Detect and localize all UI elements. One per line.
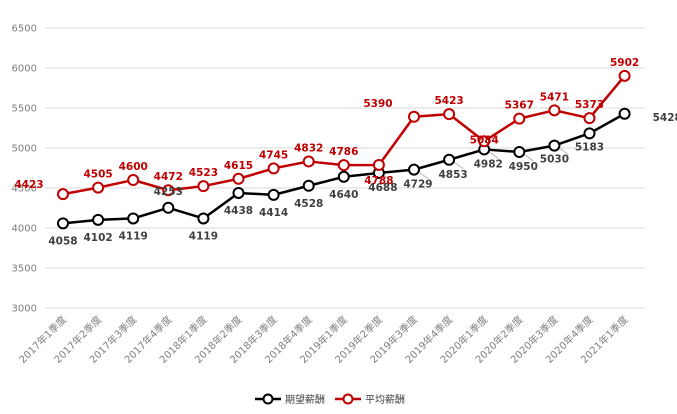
data-label-average-2: 4505 <box>83 169 112 181</box>
data-label-leader-expected-14 <box>525 154 534 162</box>
data-label-leader-expected-10 <box>384 175 394 183</box>
legend-label-expected: 期望薪酬 <box>285 393 325 406</box>
data-label-average-7: 4745 <box>259 149 288 161</box>
point-expected-14 <box>513 146 526 158</box>
data-label-expected-14: 4950 <box>509 161 538 173</box>
data-label-expected-7: 4414 <box>259 207 288 219</box>
data-label-leader-expected-15 <box>560 148 569 155</box>
point-average-3 <box>127 174 140 186</box>
y-tick-label-3000: 3000 <box>12 304 37 315</box>
data-label-average-3: 4600 <box>119 161 148 173</box>
point-expected-5 <box>197 212 210 225</box>
point-average-1 <box>57 188 69 201</box>
point-average-2 <box>92 181 105 194</box>
point-expected-11 <box>408 163 420 176</box>
point-average-16 <box>583 112 596 125</box>
data-label-expected-4: 4253 <box>154 186 183 198</box>
data-label-average-10: 4788 <box>364 175 393 187</box>
y-tick-label-3500: 3500 <box>12 264 37 275</box>
data-label-average-5: 4523 <box>189 167 218 179</box>
data-label-average-17: 5902 <box>610 57 639 69</box>
legend-label-average: 平均薪酬 <box>365 394 405 406</box>
data-label-expected-5: 4119 <box>189 230 218 242</box>
data-label-expected-6: 4438 <box>224 205 253 217</box>
point-average-5 <box>197 180 210 193</box>
point-expected-4 <box>162 201 175 214</box>
data-label-leader-expected-11 <box>419 172 429 179</box>
point-expected-2 <box>92 213 105 226</box>
data-label-expected-10: 4688 <box>368 182 397 194</box>
data-label-average-15: 5471 <box>540 91 569 103</box>
y-tick-label-6000: 6000 <box>12 64 37 75</box>
y-tick-label-5000: 5000 <box>12 144 37 155</box>
data-label-expected-15: 5030 <box>540 154 569 166</box>
legend-marker-average <box>342 393 354 405</box>
data-label-average-6: 4615 <box>224 160 253 172</box>
point-expected-6 <box>232 186 245 199</box>
data-label-expected-3: 4119 <box>119 230 148 242</box>
data-label-average-13: 5084 <box>470 134 499 146</box>
y-tick-label-5500: 5500 <box>12 104 37 115</box>
data-label-expected-17: 5428 <box>653 112 677 124</box>
data-label-average-9: 4786 <box>329 146 358 158</box>
point-expected-12 <box>443 153 456 166</box>
data-label-expected-11: 4729 <box>403 179 432 191</box>
data-label-expected-1: 4058 <box>48 235 77 247</box>
data-label-average-12: 5423 <box>434 95 463 107</box>
point-expected-17 <box>618 107 631 120</box>
point-average-17 <box>618 69 631 82</box>
point-average-13 <box>478 135 491 148</box>
point-expected-1 <box>57 217 69 230</box>
legend-marker-expected <box>262 393 274 405</box>
data-label-leader-expected-13 <box>489 152 499 159</box>
point-average-4 <box>162 184 175 197</box>
point-average-7 <box>267 162 280 175</box>
point-average-8 <box>302 155 315 168</box>
data-label-leader-expected-12 <box>454 162 464 170</box>
point-expected-9 <box>337 170 350 183</box>
data-label-average-1: 4423 <box>14 179 43 191</box>
data-label-average-16: 5373 <box>575 99 604 111</box>
point-expected-15 <box>548 139 561 152</box>
data-label-expected-9: 4640 <box>329 189 358 201</box>
point-expected-7 <box>267 188 280 201</box>
point-average-12 <box>443 108 456 121</box>
data-label-expected-12: 4853 <box>438 169 467 181</box>
data-label-average-4: 4472 <box>154 171 183 183</box>
point-average-14 <box>513 112 526 125</box>
y-tick-label-4000: 4000 <box>12 224 37 235</box>
data-label-average-8: 4832 <box>294 142 323 154</box>
point-average-10 <box>372 158 385 171</box>
data-label-expected-16: 5183 <box>575 141 604 153</box>
point-average-15 <box>548 104 561 117</box>
y-tick-label-4500: 4500 <box>12 184 37 195</box>
point-expected-3 <box>127 212 140 225</box>
data-label-expected-8: 4528 <box>294 198 323 210</box>
point-average-11 <box>408 110 420 123</box>
point-average-9 <box>337 159 350 172</box>
point-average-6 <box>232 172 245 185</box>
data-label-average-11: 5390 <box>363 98 392 110</box>
data-label-expected-13: 4982 <box>474 158 503 170</box>
point-expected-8 <box>302 179 315 192</box>
y-tick-label-6500: 6500 <box>12 24 37 35</box>
point-expected-16 <box>583 127 596 140</box>
data-label-expected-2: 4102 <box>83 232 112 244</box>
data-label-average-14: 5367 <box>505 100 534 112</box>
